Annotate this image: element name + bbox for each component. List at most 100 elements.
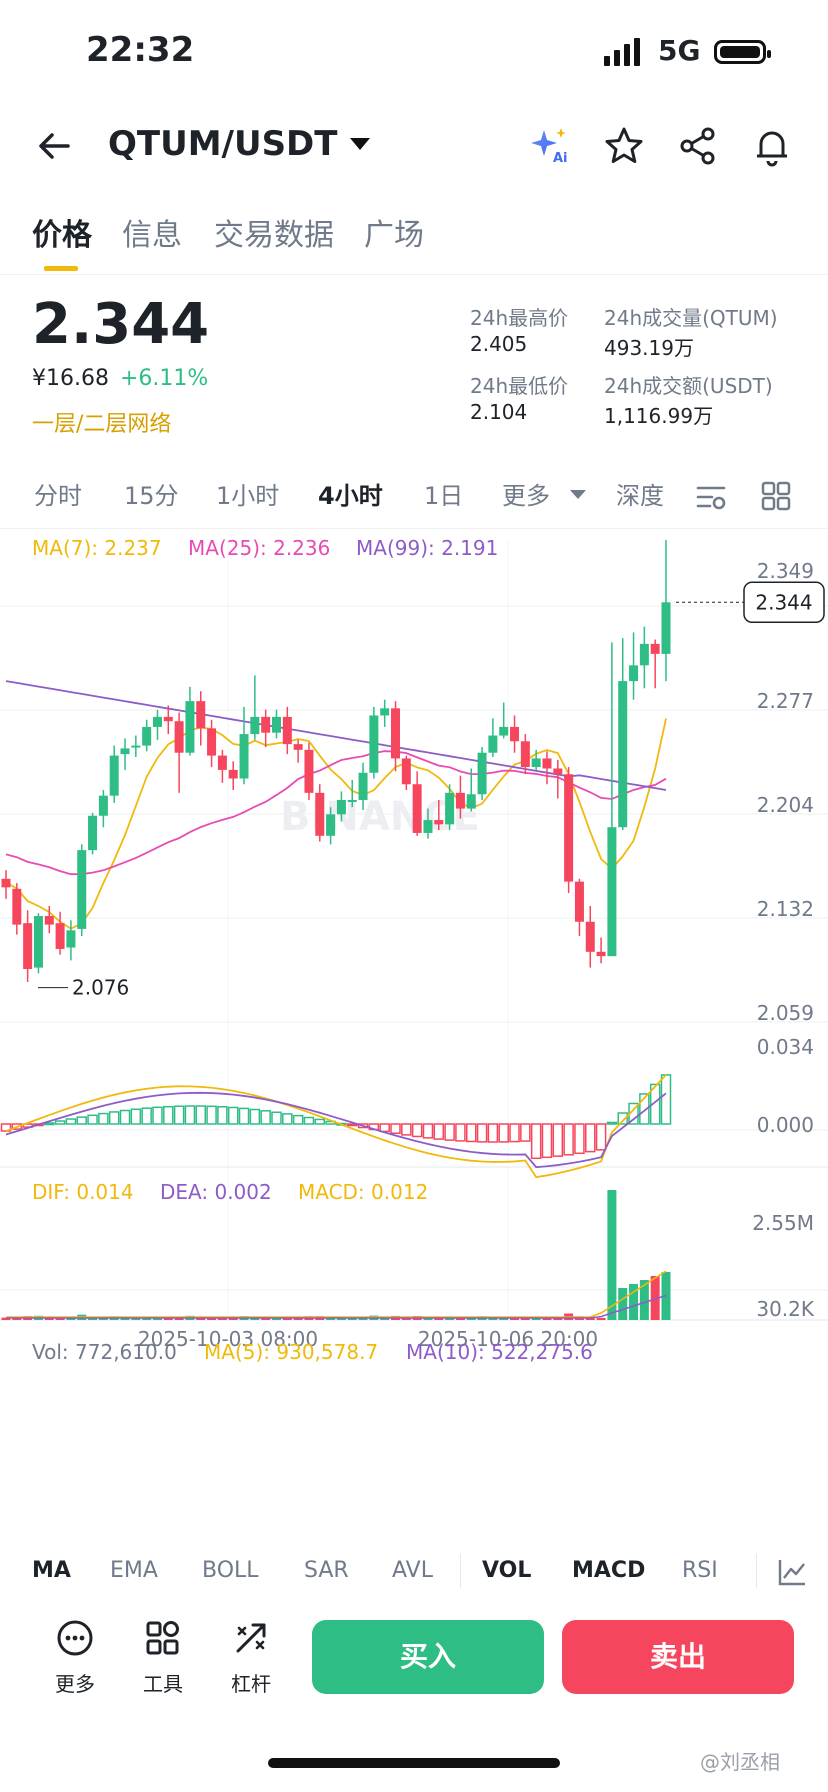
interval-time[interactable]: 分时 — [34, 482, 82, 510]
pair-selector[interactable]: QTUM/USDT — [108, 124, 338, 164]
tab-trading-data[interactable]: 交易数据 — [214, 218, 334, 253]
indicator-vol[interactable]: VOL — [482, 1558, 532, 1583]
indicator-ma[interactable]: MA — [32, 1558, 71, 1583]
interval-4h[interactable]: 4小时 — [318, 482, 383, 510]
dea-value: DEA: 0.002 — [160, 1180, 272, 1204]
interval-more[interactable]: 更多 — [502, 482, 550, 510]
candle-body — [488, 735, 498, 753]
indicator-boll[interactable]: BOLL — [202, 1558, 259, 1583]
ai-sparkle-icon[interactable]: Ai — [528, 124, 572, 168]
indicator-avl[interactable]: AVL — [392, 1558, 433, 1583]
tab-square[interactable]: 广场 — [364, 218, 424, 253]
category-tag[interactable]: 一层/二层网络 — [32, 412, 172, 437]
price-tick-label: 2.204 — [757, 793, 814, 817]
price-tick-label: 2.349 — [757, 559, 814, 583]
volume-bar — [618, 1288, 628, 1320]
back-arrow-icon[interactable] — [34, 126, 74, 166]
candle-body — [239, 734, 249, 779]
tab-price[interactable]: 价格 — [32, 218, 92, 253]
ma7-value: MA(7): 2.237 — [32, 536, 162, 560]
candle-body — [261, 716, 271, 733]
volume-bar — [131, 1317, 141, 1320]
star-icon[interactable] — [602, 124, 646, 168]
candle-body — [358, 772, 368, 800]
depth-button[interactable]: 深度 — [616, 482, 664, 510]
candle-body — [434, 820, 444, 825]
indicator-macd[interactable]: MACD — [572, 1558, 646, 1583]
macd-bar — [411, 1123, 423, 1138]
indicator-settings-icon[interactable] — [776, 1556, 808, 1588]
chart-settings-icon[interactable] — [694, 480, 728, 514]
volume-base-label: 24h成交量(QTUM) — [604, 306, 778, 330]
signal-icon — [604, 38, 640, 66]
ma25-value: MA(25): 2.236 — [188, 536, 331, 560]
sell-button[interactable]: 卖出 — [562, 1620, 794, 1694]
volume-bar — [120, 1317, 130, 1320]
volume-bar — [596, 1317, 606, 1320]
more-tool[interactable]: 更多 — [40, 1618, 110, 1697]
share-icon[interactable] — [676, 124, 720, 168]
interval-15m[interactable]: 15分 — [124, 482, 179, 510]
candle-body — [98, 795, 108, 816]
macd-bar — [292, 1114, 304, 1125]
macd-bar — [530, 1123, 542, 1160]
macd-bar — [617, 1112, 628, 1125]
candle-body — [639, 643, 649, 666]
vol-ma10-line — [6, 1294, 667, 1319]
macd-bar — [444, 1123, 455, 1141]
volume-bar — [629, 1284, 639, 1320]
macd-bar — [54, 1120, 66, 1125]
macd-bar — [238, 1107, 250, 1125]
pair-dropdown-icon[interactable] — [350, 138, 370, 150]
indicator-rsi[interactable]: RSI — [682, 1558, 718, 1583]
candle-body — [282, 716, 292, 745]
leverage-icon — [236, 1623, 266, 1653]
volume-bar — [293, 1317, 303, 1320]
current-price-label: 2.344 — [755, 590, 812, 614]
tools-tool[interactable]: 工具 — [128, 1618, 198, 1697]
candle-body — [131, 745, 141, 748]
indicator-sar[interactable]: SAR — [304, 1558, 349, 1583]
last-price: 2.344 — [32, 292, 210, 357]
tab-info[interactable]: 信息 — [122, 218, 182, 253]
candle-body — [120, 748, 130, 755]
low-marker-label: 2.076 — [72, 976, 129, 1000]
candle-body — [315, 792, 325, 836]
tab-active-indicator — [44, 266, 78, 271]
candle-body — [510, 726, 520, 742]
indicator-divider — [756, 1554, 757, 1588]
macd-bar — [141, 1107, 152, 1125]
more-dropdown-icon[interactable] — [570, 490, 586, 499]
time-tick-label: 2025-10-06 20:00 — [418, 1327, 598, 1351]
price-tick-label: 2.132 — [757, 897, 814, 921]
bell-icon[interactable] — [750, 124, 794, 168]
battery-icon — [714, 40, 771, 64]
macd-panel — [0, 1074, 672, 1179]
candle-body — [174, 721, 184, 753]
macd-bar — [465, 1123, 477, 1143]
dif-value: DIF: 0.014 — [32, 1180, 134, 1204]
indicator-ema[interactable]: EMA — [110, 1558, 158, 1583]
volume-bar — [553, 1317, 563, 1320]
status-time: 22:32 — [86, 30, 195, 70]
candle-body — [380, 708, 390, 716]
macd-bar — [509, 1123, 520, 1143]
layout-grid-icon[interactable] — [760, 480, 792, 512]
interval-1h[interactable]: 1小时 — [216, 482, 280, 510]
price-chart[interactable]: BINANCE 2.4222.3492.2772.2042.1322.0590.… — [0, 540, 828, 1530]
buy-button[interactable]: 买入 — [312, 1620, 544, 1694]
leverage-tool[interactable]: 杠杆 — [216, 1618, 286, 1697]
candle-body — [477, 752, 487, 795]
macd-bar — [303, 1116, 315, 1125]
volume-tick-label: 2.55M — [752, 1211, 814, 1235]
volume-bar — [607, 1190, 617, 1320]
candle-body — [423, 820, 433, 833]
candle-body — [77, 850, 87, 929]
volume-tick-label: 30.2K — [756, 1297, 815, 1321]
candle-body — [217, 755, 227, 770]
ma25-line — [5, 750, 667, 876]
macd-bar — [173, 1105, 185, 1125]
volume-bar — [531, 1317, 541, 1320]
interval-1d[interactable]: 1日 — [424, 482, 464, 510]
indicator-tabs: MA EMA BOLL SAR AVL VOL MACD RSI — [0, 1558, 828, 1598]
